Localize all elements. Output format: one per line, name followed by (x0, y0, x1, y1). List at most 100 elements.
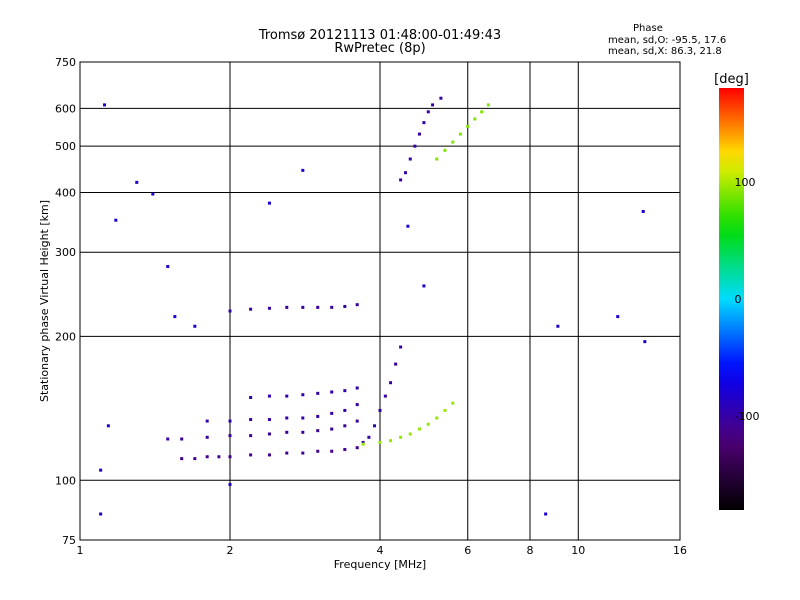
data-point (330, 427, 334, 431)
data-point (343, 408, 347, 412)
data-point (355, 446, 359, 450)
data-point (373, 424, 377, 428)
data-point (205, 419, 209, 423)
data-point (330, 390, 334, 394)
data-point (458, 132, 462, 136)
data-point (343, 424, 347, 428)
y-tick-label: 75 (62, 534, 76, 547)
data-point (173, 315, 177, 319)
data-point (301, 416, 305, 420)
data-point (403, 171, 407, 175)
data-point (316, 305, 320, 309)
data-point (389, 381, 393, 385)
data-point (205, 435, 209, 439)
phase-stats-heading: Phase (633, 23, 663, 34)
data-point (361, 442, 365, 446)
colorbar-tick-label: 0 (735, 293, 742, 306)
colorbar-tick-label: 100 (735, 176, 756, 189)
x-axis-label: Frequency [MHz] (334, 558, 426, 571)
x-tick-label: 1 (77, 544, 84, 557)
data-point (267, 453, 271, 457)
y-tick-label: 600 (55, 102, 76, 115)
data-point (544, 512, 548, 516)
data-point (135, 180, 139, 184)
x-tick-label: 10 (571, 544, 585, 557)
y-tick-label: 750 (55, 56, 76, 69)
data-point (301, 305, 305, 309)
data-point (417, 427, 421, 431)
data-point (480, 110, 484, 114)
data-point (383, 394, 387, 398)
data-point (451, 140, 455, 144)
x-tick-label: 16 (673, 544, 687, 557)
data-point (641, 210, 645, 214)
data-point (422, 284, 426, 288)
data-point (643, 340, 647, 344)
data-point (435, 416, 439, 420)
data-point (151, 192, 155, 196)
data-point (355, 419, 359, 423)
data-point (267, 394, 271, 398)
x-tick-label: 2 (227, 544, 234, 557)
data-point (301, 451, 305, 455)
data-point (486, 103, 490, 107)
data-point (378, 440, 382, 444)
data-point (316, 391, 320, 395)
data-point (166, 265, 170, 269)
data-point (249, 453, 253, 457)
data-point (408, 157, 412, 161)
data-point (443, 408, 447, 412)
data-point (426, 110, 430, 114)
x-tick-label: 8 (527, 544, 534, 557)
chart-title: Tromsø 20121113 01:48:00-01:49:43 (258, 28, 502, 43)
x-tick-label: 6 (464, 544, 471, 557)
data-point (417, 132, 421, 136)
data-point (443, 148, 447, 152)
data-point (228, 419, 232, 423)
data-point (285, 394, 289, 398)
data-point (114, 218, 118, 222)
data-point (367, 435, 371, 439)
colorbar-tick-label: -100 (735, 410, 760, 423)
y-tick-label: 400 (55, 186, 76, 199)
data-point (193, 324, 197, 328)
data-point (616, 315, 620, 319)
data-point (228, 455, 232, 459)
data-point (103, 103, 107, 107)
data-point (166, 437, 170, 441)
data-point (399, 178, 403, 182)
data-point (406, 224, 410, 228)
y-tick-label: 100 (55, 474, 76, 487)
data-point (193, 457, 197, 461)
data-point (106, 424, 110, 428)
data-point (180, 457, 184, 461)
y-tick-label: 200 (55, 330, 76, 343)
data-point (316, 414, 320, 418)
data-point (399, 345, 403, 349)
data-point (330, 411, 334, 415)
y-tick-label: 500 (55, 140, 76, 153)
data-point (394, 362, 398, 366)
data-point (330, 305, 334, 309)
data-point (343, 447, 347, 451)
phase-stats-x: mean, sd,X: 86.3, 21.8 (608, 46, 722, 57)
data-point (285, 430, 289, 434)
data-point (228, 434, 232, 438)
data-point (217, 455, 221, 459)
data-point (267, 306, 271, 310)
data-point (378, 408, 382, 412)
data-point (285, 305, 289, 309)
data-point (316, 449, 320, 453)
data-point (556, 324, 560, 328)
colorbar-label: [deg] (714, 72, 749, 87)
data-point (389, 439, 393, 443)
data-point (343, 389, 347, 393)
data-point (473, 117, 477, 121)
x-tick-label: 4 (377, 544, 384, 557)
data-point (301, 168, 305, 172)
data-point (435, 157, 439, 161)
data-point (355, 403, 359, 407)
data-point (228, 482, 232, 486)
